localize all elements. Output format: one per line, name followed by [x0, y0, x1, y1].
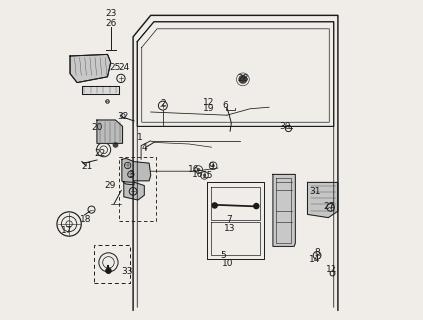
Text: 30: 30: [279, 122, 291, 131]
Circle shape: [212, 203, 217, 208]
Text: 14: 14: [309, 255, 320, 264]
Text: 6: 6: [222, 101, 228, 110]
Polygon shape: [308, 182, 338, 218]
Text: 29: 29: [104, 181, 115, 190]
Polygon shape: [82, 86, 119, 94]
Text: 24: 24: [119, 63, 130, 72]
Text: 15: 15: [202, 171, 213, 180]
Text: 18: 18: [80, 215, 92, 224]
Text: 17: 17: [60, 226, 72, 235]
Text: 21: 21: [81, 162, 92, 171]
Circle shape: [197, 168, 201, 171]
Text: 27: 27: [324, 202, 335, 211]
Polygon shape: [273, 174, 295, 246]
Text: 20: 20: [91, 124, 103, 132]
Text: 11: 11: [326, 265, 338, 274]
Polygon shape: [122, 158, 151, 185]
Text: 32: 32: [117, 112, 128, 121]
Text: 10: 10: [222, 259, 233, 268]
Text: 3: 3: [128, 170, 134, 179]
Text: 9: 9: [209, 162, 214, 171]
Polygon shape: [70, 54, 111, 83]
Text: 16: 16: [192, 170, 204, 179]
Circle shape: [212, 164, 215, 167]
Text: 13: 13: [224, 224, 236, 233]
Text: 25: 25: [110, 63, 121, 72]
Text: 4: 4: [141, 143, 147, 152]
Text: 28: 28: [237, 74, 249, 83]
Polygon shape: [97, 120, 123, 143]
Text: 23: 23: [105, 9, 116, 18]
Text: 16: 16: [188, 165, 199, 174]
Circle shape: [254, 204, 259, 209]
Text: 19: 19: [203, 104, 215, 113]
Circle shape: [203, 174, 206, 177]
Text: 26: 26: [105, 19, 116, 28]
Text: 31: 31: [309, 188, 320, 196]
Circle shape: [113, 142, 118, 148]
Polygon shape: [124, 182, 144, 200]
Text: 1: 1: [137, 133, 143, 142]
Text: 33: 33: [121, 267, 132, 276]
Text: 8: 8: [315, 248, 321, 257]
Text: 12: 12: [203, 98, 214, 107]
Circle shape: [106, 268, 111, 273]
Text: 7: 7: [227, 215, 232, 224]
Text: 5: 5: [220, 252, 226, 260]
Text: 2: 2: [160, 100, 166, 108]
Circle shape: [239, 75, 247, 84]
Text: 22: 22: [94, 149, 106, 158]
